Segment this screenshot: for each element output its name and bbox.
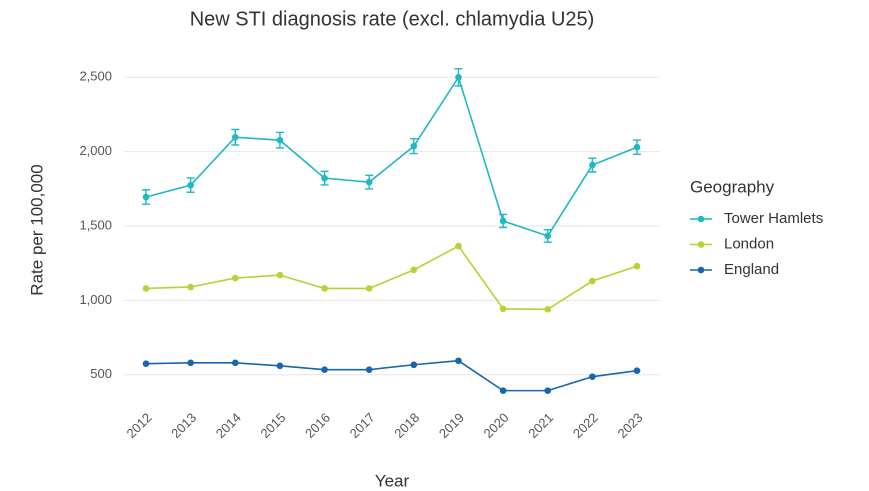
data-point [410, 142, 418, 150]
data-point [142, 360, 150, 368]
series-line [145, 245, 638, 311]
data-point [276, 362, 284, 370]
data-point [455, 357, 462, 365]
data-point [142, 193, 150, 201]
y-tick-label: 2,000 [79, 143, 112, 158]
legend-marker [697, 241, 705, 248]
data-point [633, 262, 641, 270]
chart-title: New STI diagnosis rate (excl. chlamydia … [190, 8, 595, 30]
data-point [321, 285, 328, 292]
data-point [321, 174, 328, 182]
data-point [589, 277, 596, 285]
data-point [544, 305, 552, 313]
legend-label: London [724, 235, 774, 252]
x-tick-label: 2013 [168, 410, 199, 441]
data-point [455, 242, 462, 250]
data-point [231, 274, 239, 282]
legend-label: Tower Hamlets [724, 210, 823, 227]
data-point [633, 143, 641, 151]
data-point [187, 283, 194, 291]
series-line [145, 359, 638, 392]
x-axis-title: Year [375, 471, 410, 490]
x-tick-label: 2017 [347, 410, 378, 441]
y-tick-label: 1,500 [79, 217, 112, 232]
x-tick-label: 2012 [123, 410, 154, 441]
x-tick-label: 2014 [213, 410, 244, 441]
data-point [410, 361, 418, 369]
x-tick-label: 2019 [436, 410, 467, 441]
data-point [187, 359, 194, 367]
x-tick-label: 2018 [391, 410, 422, 441]
data-point [589, 373, 596, 380]
x-tick-label: 2022 [570, 410, 601, 441]
data-point [321, 366, 328, 373]
data-point [365, 366, 373, 373]
legend-title: Geography [690, 177, 775, 196]
x-tick-label: 2021 [525, 410, 556, 441]
data-point [187, 181, 194, 189]
y-axis-title: Rate per 100,000 [27, 164, 46, 295]
data-point [410, 266, 418, 274]
legend-marker [697, 215, 705, 223]
data-point [633, 367, 641, 375]
data-point [499, 217, 507, 225]
x-tick-label: 2015 [257, 410, 288, 441]
y-tick-label: 1,000 [79, 292, 112, 307]
data-point [544, 387, 552, 394]
data-point [365, 285, 373, 292]
data-point [544, 232, 552, 240]
data-point [276, 136, 284, 144]
data-point [365, 178, 373, 186]
legend-label: England [724, 261, 779, 278]
x-tick-label: 2023 [614, 410, 645, 441]
y-tick-label: 2,500 [79, 69, 112, 84]
data-point [455, 74, 462, 81]
y-tick-label: 500 [90, 366, 112, 381]
data-point [231, 359, 239, 367]
x-tick-label: 2016 [302, 410, 333, 441]
data-point [231, 133, 239, 141]
data-point [499, 387, 507, 394]
series-line [145, 75, 638, 237]
data-point [142, 285, 150, 292]
x-tick-label: 2020 [481, 410, 512, 441]
data-point [499, 305, 507, 313]
data-point [589, 161, 596, 169]
data-point [276, 271, 284, 279]
legend-marker [697, 266, 705, 274]
